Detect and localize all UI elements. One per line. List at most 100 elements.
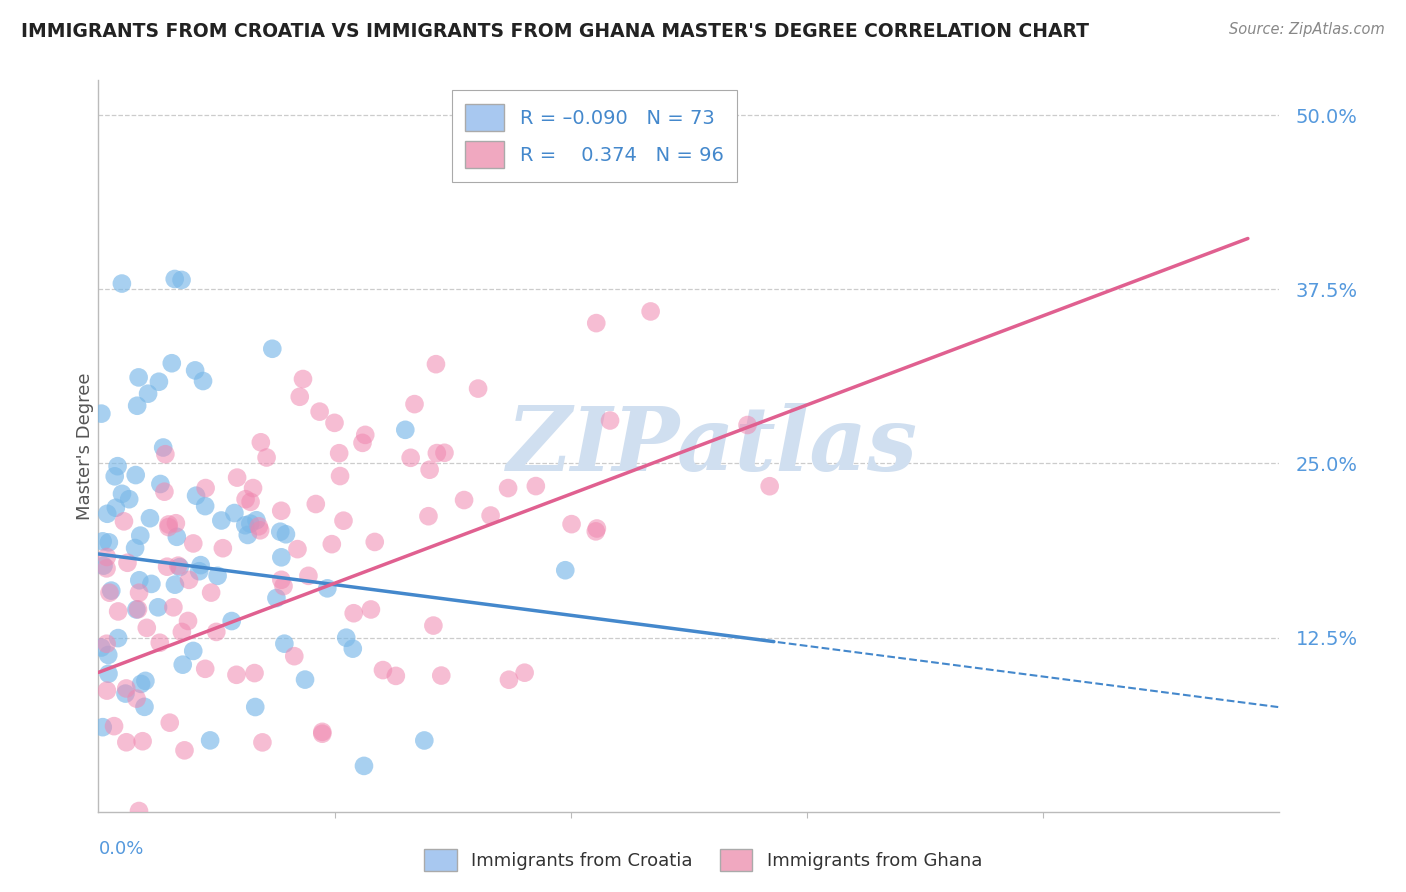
Point — [294, 673, 316, 687]
Point — [316, 582, 339, 596]
Point — [467, 382, 489, 396]
Point — [112, 514, 135, 528]
Point — [269, 524, 291, 539]
Point — [90, 640, 112, 655]
Point — [225, 667, 247, 681]
Point — [256, 450, 278, 465]
Legend: R = –0.090   N = 73, R =    0.374   N = 96: R = –0.090 N = 73, R = 0.374 N = 96 — [451, 90, 737, 182]
Point — [194, 481, 217, 495]
Point — [335, 631, 357, 645]
Point — [419, 463, 441, 477]
Point — [163, 272, 186, 286]
Point — [152, 441, 174, 455]
Point — [242, 481, 264, 495]
Point — [561, 517, 583, 532]
Point — [205, 624, 228, 639]
Point — [91, 534, 114, 549]
Point — [311, 724, 333, 739]
Point — [188, 564, 211, 578]
Point — [114, 687, 136, 701]
Point — [329, 469, 352, 483]
Point — [111, 277, 134, 291]
Point — [194, 499, 217, 513]
Point — [252, 735, 274, 749]
Point — [141, 577, 163, 591]
Point — [399, 450, 422, 465]
Point — [352, 435, 374, 450]
Point — [323, 416, 346, 430]
Point — [200, 585, 222, 599]
Point — [98, 585, 121, 599]
Point — [97, 666, 120, 681]
Point — [115, 735, 138, 749]
Point — [124, 541, 146, 555]
Point — [585, 316, 607, 330]
Point — [283, 649, 305, 664]
Point — [157, 517, 180, 532]
Point — [360, 602, 382, 616]
Point — [93, 558, 115, 573]
Point — [128, 585, 150, 599]
Point — [586, 521, 609, 535]
Point — [172, 657, 194, 672]
Point — [129, 677, 152, 691]
Point — [524, 479, 547, 493]
Point — [96, 561, 118, 575]
Point — [332, 514, 354, 528]
Point — [170, 624, 193, 639]
Point — [599, 413, 621, 427]
Point — [90, 407, 112, 421]
Point — [131, 734, 153, 748]
Point — [184, 363, 207, 377]
Point — [91, 720, 114, 734]
Text: Source: ZipAtlas.com: Source: ZipAtlas.com — [1229, 22, 1385, 37]
Point — [433, 446, 456, 460]
Point — [243, 666, 266, 681]
Point — [128, 574, 150, 588]
Point — [104, 469, 127, 483]
Point — [364, 535, 387, 549]
Point — [291, 372, 314, 386]
Point — [169, 560, 191, 574]
Point — [245, 700, 267, 714]
Point — [343, 606, 366, 620]
Point — [125, 691, 148, 706]
Point — [184, 489, 207, 503]
Point — [159, 715, 181, 730]
Point — [96, 683, 118, 698]
Point — [273, 637, 295, 651]
Text: 0.0%: 0.0% — [98, 839, 143, 857]
Point — [224, 506, 246, 520]
Point — [288, 390, 311, 404]
Point — [96, 549, 118, 564]
Point — [371, 663, 394, 677]
Point — [134, 699, 156, 714]
Point — [156, 559, 179, 574]
Point — [181, 536, 204, 550]
Point — [758, 479, 780, 493]
Point — [149, 636, 172, 650]
Point — [165, 516, 187, 531]
Point — [181, 644, 204, 658]
Point — [266, 591, 288, 605]
Point — [287, 542, 309, 557]
Point — [194, 662, 217, 676]
Point — [498, 673, 520, 687]
Point — [111, 487, 134, 501]
Point — [148, 375, 170, 389]
Point — [115, 681, 138, 696]
Point — [426, 446, 449, 460]
Point — [413, 733, 436, 747]
Point — [453, 493, 475, 508]
Point — [425, 357, 447, 371]
Point — [311, 727, 333, 741]
Point — [177, 573, 200, 587]
Point — [221, 614, 243, 628]
Point — [160, 356, 183, 370]
Point — [129, 528, 152, 542]
Point — [177, 614, 200, 628]
Point — [239, 516, 262, 531]
Point — [394, 423, 416, 437]
Point — [100, 583, 122, 598]
Point — [404, 397, 426, 411]
